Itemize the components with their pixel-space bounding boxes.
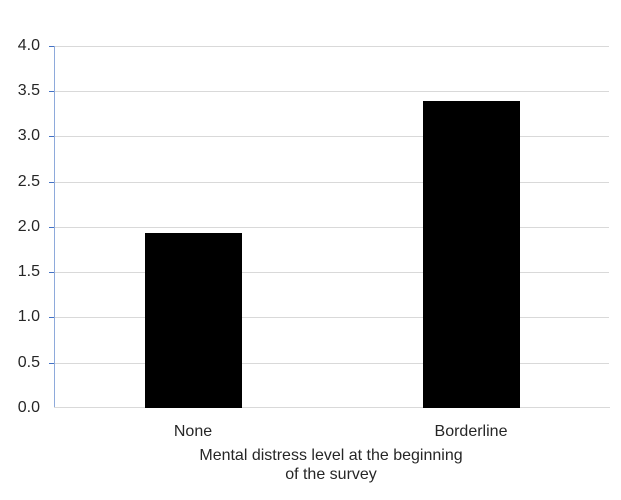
y-tickmark	[49, 46, 55, 47]
gridline-1.5	[55, 272, 609, 273]
y-tick-label: 3.5	[17, 82, 40, 99]
y-tick-label: 0.0	[17, 399, 40, 416]
y-tickmark	[49, 317, 55, 318]
x-axis-title-line-1: Mental distress level at the beginning	[199, 447, 463, 464]
gridline-0.5	[55, 363, 609, 364]
gridline-3.5	[55, 91, 609, 92]
y-tickmark	[49, 182, 55, 183]
y-tick-label: 3.0	[17, 127, 40, 144]
y-axis-line	[54, 46, 55, 408]
x-tick-label-none: None	[173, 423, 213, 440]
x-axis-title: Mental distress level at the beginning o…	[131, 446, 531, 484]
gridline-4.0	[55, 46, 609, 47]
gridline-2.0	[55, 227, 609, 228]
y-tick-label: 1.5	[17, 263, 40, 280]
gridline-1.0	[55, 317, 609, 318]
x-axis-line	[54, 407, 610, 408]
bar-none	[145, 233, 242, 408]
x-tick-label-borderline: Borderline	[434, 423, 508, 440]
gridline-3.0	[55, 136, 609, 137]
y-tick-label: 1.0	[17, 308, 40, 325]
y-tick-label: 0.5	[17, 354, 40, 371]
y-tick-label: 4.0	[17, 37, 40, 54]
y-tickmark	[49, 91, 55, 92]
y-tick-label: 2.0	[17, 218, 40, 235]
y-tickmark	[49, 227, 55, 228]
x-axis-title-line-2: of the survey	[285, 466, 377, 483]
y-tickmark	[49, 363, 55, 364]
gridline-2.5	[55, 182, 609, 183]
y-tickmark	[49, 272, 55, 273]
bar-borderline	[423, 101, 520, 408]
y-tick-label: 2.5	[17, 173, 40, 190]
y-tickmark	[49, 136, 55, 137]
